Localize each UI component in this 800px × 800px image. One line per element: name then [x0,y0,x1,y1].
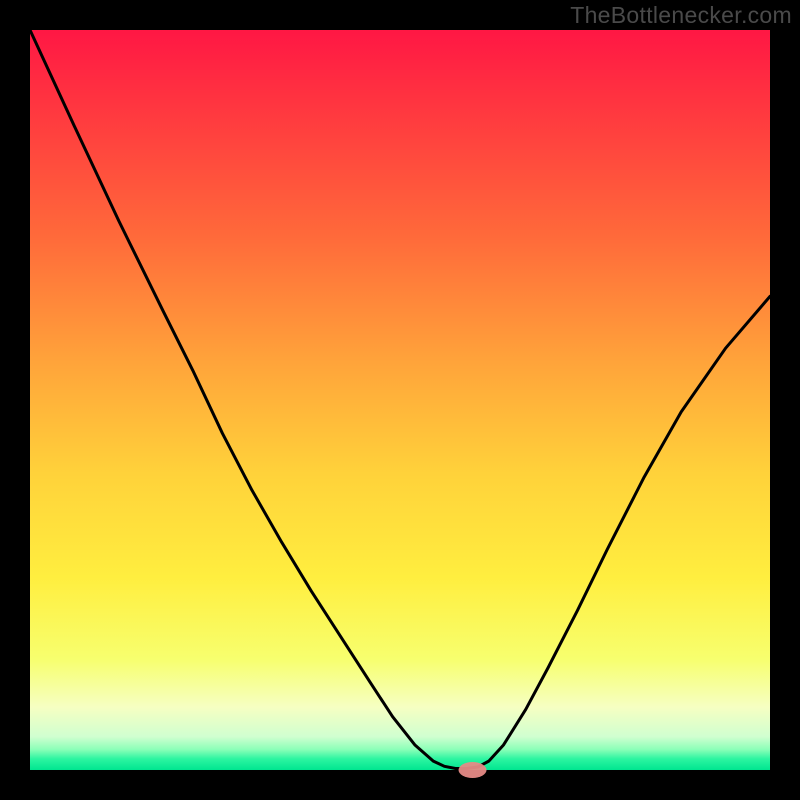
watermark-text: TheBottlenecker.com [570,2,792,29]
plot-background [30,30,770,770]
bottleneck-chart [0,0,800,800]
optimal-marker [459,762,487,778]
chart-container: { "watermark": "TheBottlenecker.com", "c… [0,0,800,800]
